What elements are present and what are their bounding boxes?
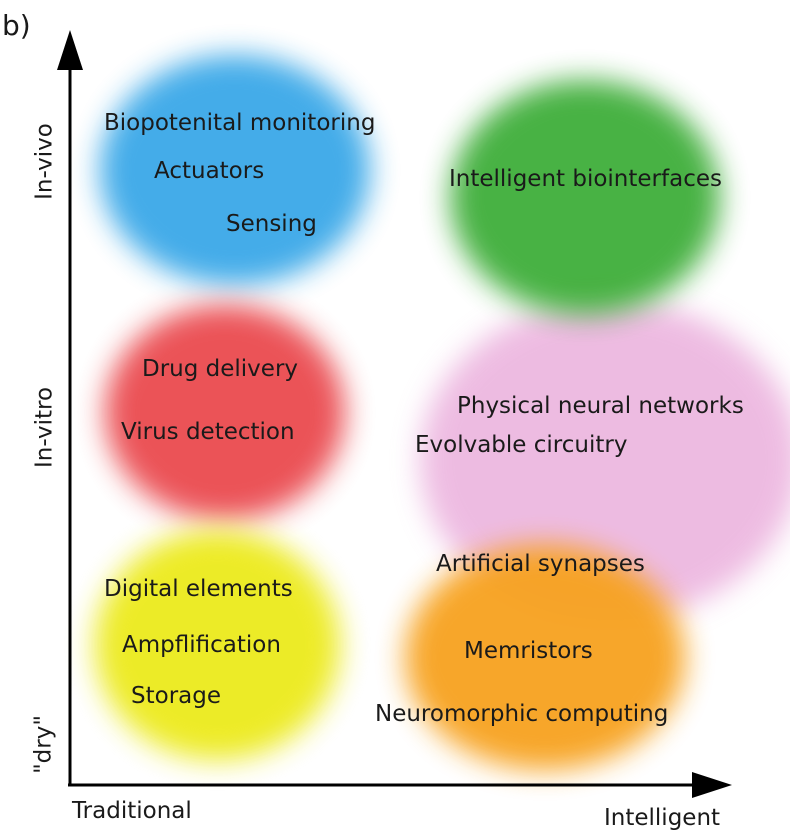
label-physical-neural-networks: Physical neural networks (457, 393, 744, 419)
label-ampflification: Ampflification (122, 632, 281, 658)
y-level-dry: "dry" (30, 715, 57, 774)
blob-red (105, 305, 345, 520)
x-axis-arrowhead (692, 772, 732, 798)
label-virus-detection: Virus detection (121, 419, 295, 445)
label-actuators: Actuators (154, 158, 265, 184)
x-axis-high-label: Intelligent (604, 805, 721, 831)
label-neuromorphic-computing: Neuromorphic computing (375, 701, 669, 727)
label-digital-elements: Digital elements (104, 576, 293, 602)
y-level-in-vitro: In-vitro (31, 386, 58, 469)
label-biopotenital-monitoring: Biopotenital monitoring (104, 110, 376, 136)
panel-label: b) (2, 9, 31, 42)
x-axis-low-label: Traditional (72, 798, 192, 824)
label-artificial-synapses: Artificial synapses (436, 551, 645, 577)
blob-yellow (95, 530, 340, 760)
label-intelligent-biointerfaces: Intelligent biointerfaces (449, 166, 722, 192)
label-storage: Storage (131, 683, 221, 709)
label-sensing: Sensing (226, 211, 317, 237)
label-memristors: Memristors (464, 638, 593, 664)
label-drug-delivery: Drug delivery (142, 356, 299, 382)
blob-orange (405, 545, 685, 770)
y-level-in-vivo: In-vivo (31, 123, 58, 200)
blob-blue (100, 55, 370, 285)
y-axis-arrowhead (57, 30, 83, 70)
label-evolvable-circuitry: Evolvable circuitry (415, 432, 628, 458)
blob-green (450, 80, 720, 315)
